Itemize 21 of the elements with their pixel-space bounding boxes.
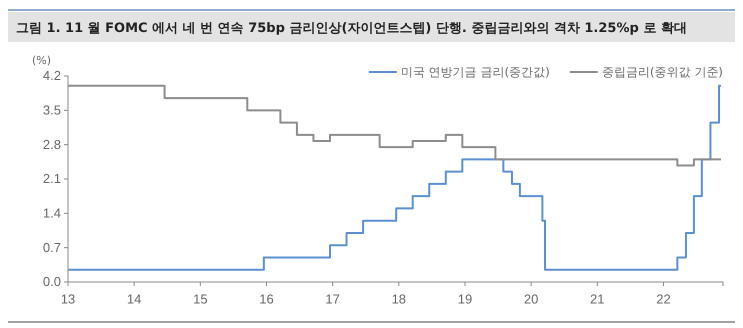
x-tick-label: 21 xyxy=(590,291,605,306)
legend-label: 중립금리(중위값 기준) xyxy=(602,65,723,79)
y-tick-label: 0.7 xyxy=(42,240,61,255)
x-tick-label: 13 xyxy=(60,291,76,306)
chart-title: 그림 1. 11 월 FOMC 에서 네 번 연속 75bp 금리인상(자이언트스텝) 단행. 중립금리와의 격차 1.25%p 로 확대 xyxy=(16,21,687,36)
x-tick-label: 19 xyxy=(458,291,472,306)
y-tick-label: 0.0 xyxy=(42,274,61,290)
x-tick-label: 17 xyxy=(325,291,340,306)
x-tick-label: 15 xyxy=(193,291,208,306)
x-tick-label: 22 xyxy=(656,291,671,306)
y-axis-title: (%) xyxy=(32,54,52,67)
y-tick-label: 1.4 xyxy=(42,205,61,220)
x-tick-label: 14 xyxy=(126,291,142,306)
x-tick-label: 18 xyxy=(392,291,406,306)
x-tick-label: 16 xyxy=(259,291,274,306)
y-tick-label: 3.5 xyxy=(42,102,61,118)
y-tick-label: 2.8 xyxy=(42,136,61,152)
y-tick-label: 4.2 xyxy=(42,68,61,84)
legend-label: 미국 연방기금 금리(중간값) xyxy=(400,65,550,79)
x-tick-label: 20 xyxy=(524,291,538,306)
y-tick-label: 2.1 xyxy=(42,171,61,186)
